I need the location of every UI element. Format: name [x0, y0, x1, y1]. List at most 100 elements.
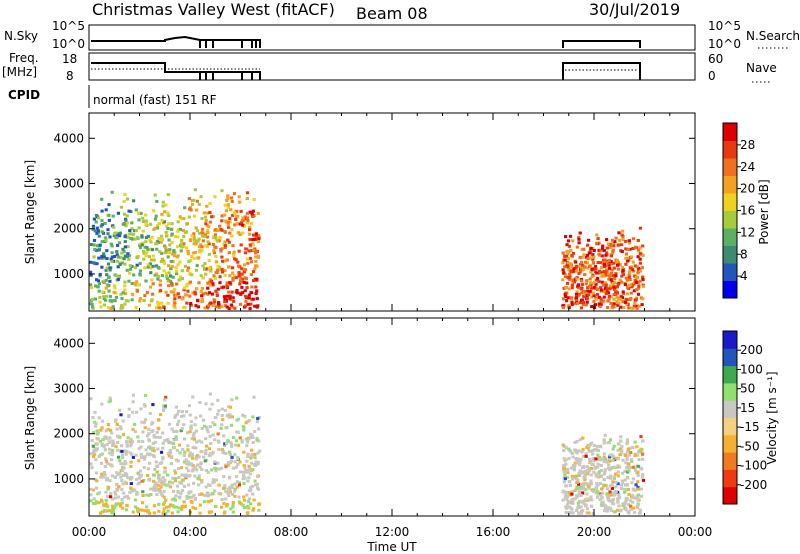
echo-cell — [131, 237, 135, 241]
echo-cell — [175, 412, 179, 416]
echo-cell — [187, 463, 191, 467]
echo-cell — [615, 291, 619, 295]
echo-cell — [156, 464, 160, 468]
echo-cell — [577, 511, 581, 515]
echo-cell — [216, 268, 220, 272]
echo-cell — [233, 489, 237, 493]
echo-cell — [565, 243, 569, 247]
echo-cell — [90, 305, 95, 309]
velocity-echoes — [89, 392, 646, 515]
echo-cell — [252, 198, 256, 201]
echo-cell — [117, 455, 121, 459]
echo-cell — [225, 305, 229, 309]
echo-cell — [247, 437, 251, 441]
echo-cell — [152, 209, 156, 213]
echo-cell — [221, 418, 225, 422]
echo-cell — [565, 484, 569, 488]
echo-cell — [626, 286, 630, 290]
echo-cell — [621, 292, 626, 296]
echo-cell — [151, 441, 155, 445]
echo-cell — [607, 296, 611, 300]
echo-cell — [208, 452, 212, 456]
echo-cell — [146, 265, 150, 269]
echo-cell — [586, 507, 590, 511]
echo-cell — [621, 300, 625, 304]
echo-cell — [231, 503, 235, 507]
echo-cell — [97, 256, 101, 260]
echo-cell — [613, 240, 617, 244]
echo-cell — [192, 238, 196, 242]
echo-cell — [149, 222, 153, 226]
echo-cell — [206, 292, 210, 296]
echo-cell — [170, 498, 174, 502]
echo-cell — [188, 280, 192, 284]
echo-cell — [157, 240, 161, 244]
echo-cell — [242, 450, 246, 454]
echo-cell — [220, 414, 224, 417]
echo-cell — [610, 483, 614, 487]
echo-cell — [565, 263, 569, 267]
echo-cell — [252, 233, 256, 237]
echo-cell — [224, 219, 228, 223]
echo-cell — [234, 443, 238, 447]
echo-cell — [567, 267, 571, 271]
echo-cell — [155, 430, 159, 434]
echo-cell — [241, 277, 245, 281]
echo-cell — [134, 477, 139, 481]
echo-cell — [100, 254, 104, 258]
echo-cell — [249, 456, 253, 460]
echo-cell — [174, 494, 178, 498]
echo-cell — [200, 427, 204, 430]
echo-cell — [590, 286, 594, 290]
echo-cell — [184, 473, 188, 477]
echo-cell — [603, 470, 607, 474]
echo-cell — [109, 428, 113, 432]
echo-cell — [198, 231, 202, 235]
echo-cell — [185, 462, 189, 466]
echo-cell — [119, 504, 123, 508]
echo-cell — [134, 306, 138, 309]
echo-cell — [161, 456, 165, 460]
echo-cell — [252, 395, 256, 399]
echo-cell — [581, 470, 586, 474]
echo-cell — [182, 453, 186, 457]
echo-cell — [168, 248, 172, 252]
echo-cell — [570, 283, 574, 287]
echo-cell — [95, 442, 99, 446]
echo-cell — [173, 306, 177, 310]
echo-cell — [620, 274, 624, 278]
echo-cell — [120, 261, 124, 265]
echo-cell — [107, 284, 111, 287]
echo-cell — [624, 252, 629, 256]
echo-cell — [220, 228, 224, 232]
echo-cell — [182, 414, 186, 418]
echo-cell — [609, 259, 613, 263]
echo-cell — [612, 266, 616, 270]
echo-cell — [141, 216, 145, 220]
colorbar-segment — [723, 417, 737, 436]
echo-cell — [228, 485, 232, 489]
echo-cell — [121, 433, 126, 437]
echo-cell — [569, 511, 573, 515]
echo-cell — [208, 407, 212, 411]
echo-cell — [96, 431, 100, 435]
echo-cell — [204, 402, 208, 406]
colorbar-tick-label: -200 — [740, 478, 767, 492]
echo-cell — [187, 474, 191, 478]
colorbar-tick-label: -50 — [740, 439, 760, 453]
echo-cell — [136, 509, 140, 513]
echo-cell — [152, 504, 157, 508]
colorbar-tick-label: 16 — [740, 204, 755, 218]
echo-cell — [586, 257, 590, 261]
echo-cell — [242, 506, 246, 509]
echo-cell — [180, 489, 185, 492]
echo-cell — [98, 300, 102, 304]
echo-cell — [157, 489, 161, 493]
echo-cell — [594, 485, 599, 489]
echo-cell — [102, 297, 106, 301]
echo-cell — [104, 286, 108, 290]
echo-cell — [590, 305, 594, 308]
echo-cell — [164, 246, 168, 250]
echo-cell — [110, 497, 115, 501]
